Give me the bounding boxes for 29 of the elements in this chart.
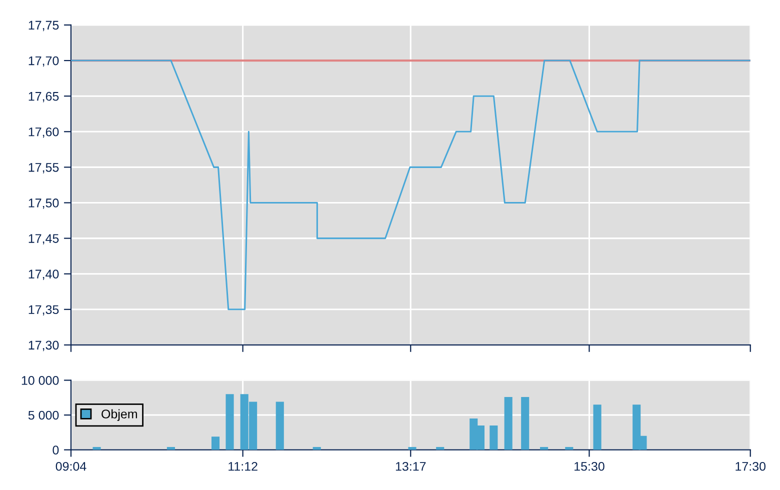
y-tick-label: 0: [52, 446, 59, 454]
bar: [504, 396, 512, 450]
bar: [276, 402, 284, 450]
bar: [226, 394, 234, 450]
x-tick-label: 17:30: [736, 462, 766, 471]
y-tick-label: 17,60: [28, 127, 59, 138]
y-tick-label: 17,50: [28, 198, 59, 209]
y-tick-label: 10 000: [22, 376, 59, 385]
bar: [92, 447, 101, 450]
y-tick-label: 17,35: [28, 305, 59, 316]
bar: [490, 425, 498, 450]
x-tick-label: 09:04: [56, 462, 86, 471]
y-tick-label: 17,75: [28, 20, 59, 32]
y-tick-label: 17,55: [28, 163, 59, 174]
y-tick-label: 5 000: [28, 410, 59, 420]
x-tick-label: 13:17: [396, 462, 426, 471]
line-series: [70, 60, 750, 310]
bar: [521, 396, 530, 450]
y-tick-label: 17,45: [28, 234, 59, 244]
y-tick-label: 17,40: [28, 270, 59, 280]
x-tick-label: 15:30: [574, 462, 604, 471]
bar: [593, 404, 602, 450]
y-tick-label: 17,65: [28, 92, 59, 102]
legend-label: Objem: [102, 409, 137, 421]
y-tick-label: 17,70: [28, 56, 59, 67]
x-tick-label: 11:12: [228, 462, 258, 471]
bar: [211, 436, 220, 450]
y-tick-label: 17,30: [28, 340, 59, 352]
bar: [408, 447, 416, 450]
